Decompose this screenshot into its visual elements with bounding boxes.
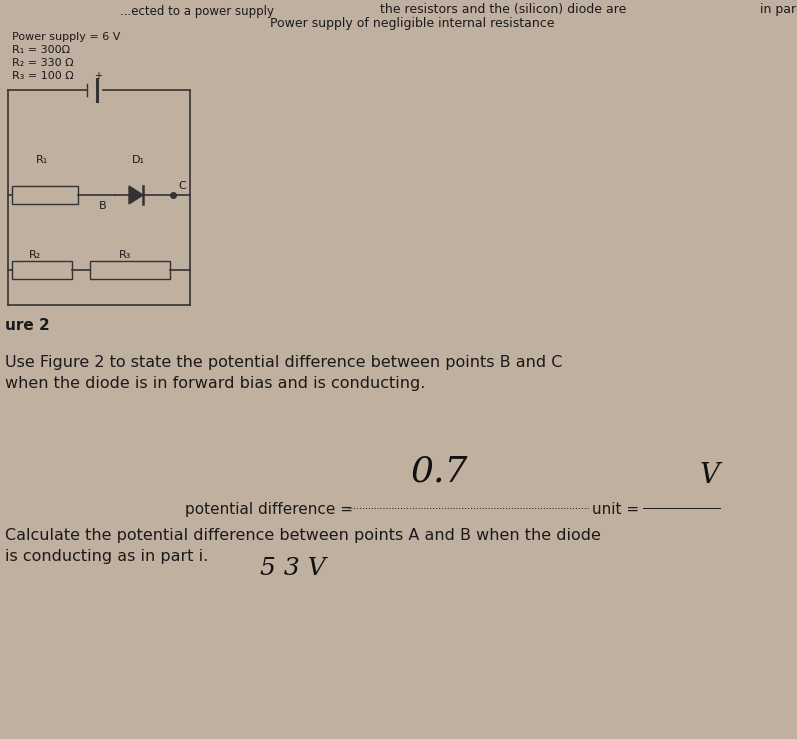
Text: R₁ = 300Ω: R₁ = 300Ω <box>12 45 70 55</box>
Text: +: + <box>94 71 102 81</box>
Text: V: V <box>700 462 720 489</box>
Text: unit =: unit = <box>592 502 639 517</box>
Text: ure 2: ure 2 <box>5 318 49 333</box>
Text: in parallel: in parallel <box>760 3 797 16</box>
Text: C: C <box>178 181 186 191</box>
Text: Use Figure 2 to state the potential difference between points B and C: Use Figure 2 to state the potential diff… <box>5 355 563 370</box>
Text: Power supply = 6 V: Power supply = 6 V <box>12 32 120 42</box>
Text: B: B <box>99 201 107 211</box>
Text: R₃: R₃ <box>119 250 132 260</box>
Text: Calculate the potential difference between points A and B when the diode: Calculate the potential difference betwe… <box>5 528 601 543</box>
Bar <box>90 261 170 279</box>
Text: R₂: R₂ <box>29 250 41 260</box>
Text: R₃ = 100 Ω: R₃ = 100 Ω <box>12 71 74 81</box>
Text: 5 3 V: 5 3 V <box>260 557 326 580</box>
Text: 0.7: 0.7 <box>411 455 469 489</box>
Text: potential difference =: potential difference = <box>185 502 353 517</box>
Bar <box>12 186 78 204</box>
Text: R₂ = 330 Ω: R₂ = 330 Ω <box>12 58 73 68</box>
Text: ...ected to a power supply: ...ected to a power supply <box>120 5 274 18</box>
Text: Power supply of negligible internal resistance: Power supply of negligible internal resi… <box>270 17 555 30</box>
Text: when the diode is in forward bias and is conducting.: when the diode is in forward bias and is… <box>5 376 426 391</box>
Polygon shape <box>129 186 143 204</box>
Text: is conducting as in part i.: is conducting as in part i. <box>5 549 208 564</box>
Text: R₁: R₁ <box>36 155 48 165</box>
Text: the resistors and the (silicon) diode are: the resistors and the (silicon) diode ar… <box>380 3 626 16</box>
Bar <box>12 261 72 279</box>
Text: D₁: D₁ <box>132 155 144 165</box>
